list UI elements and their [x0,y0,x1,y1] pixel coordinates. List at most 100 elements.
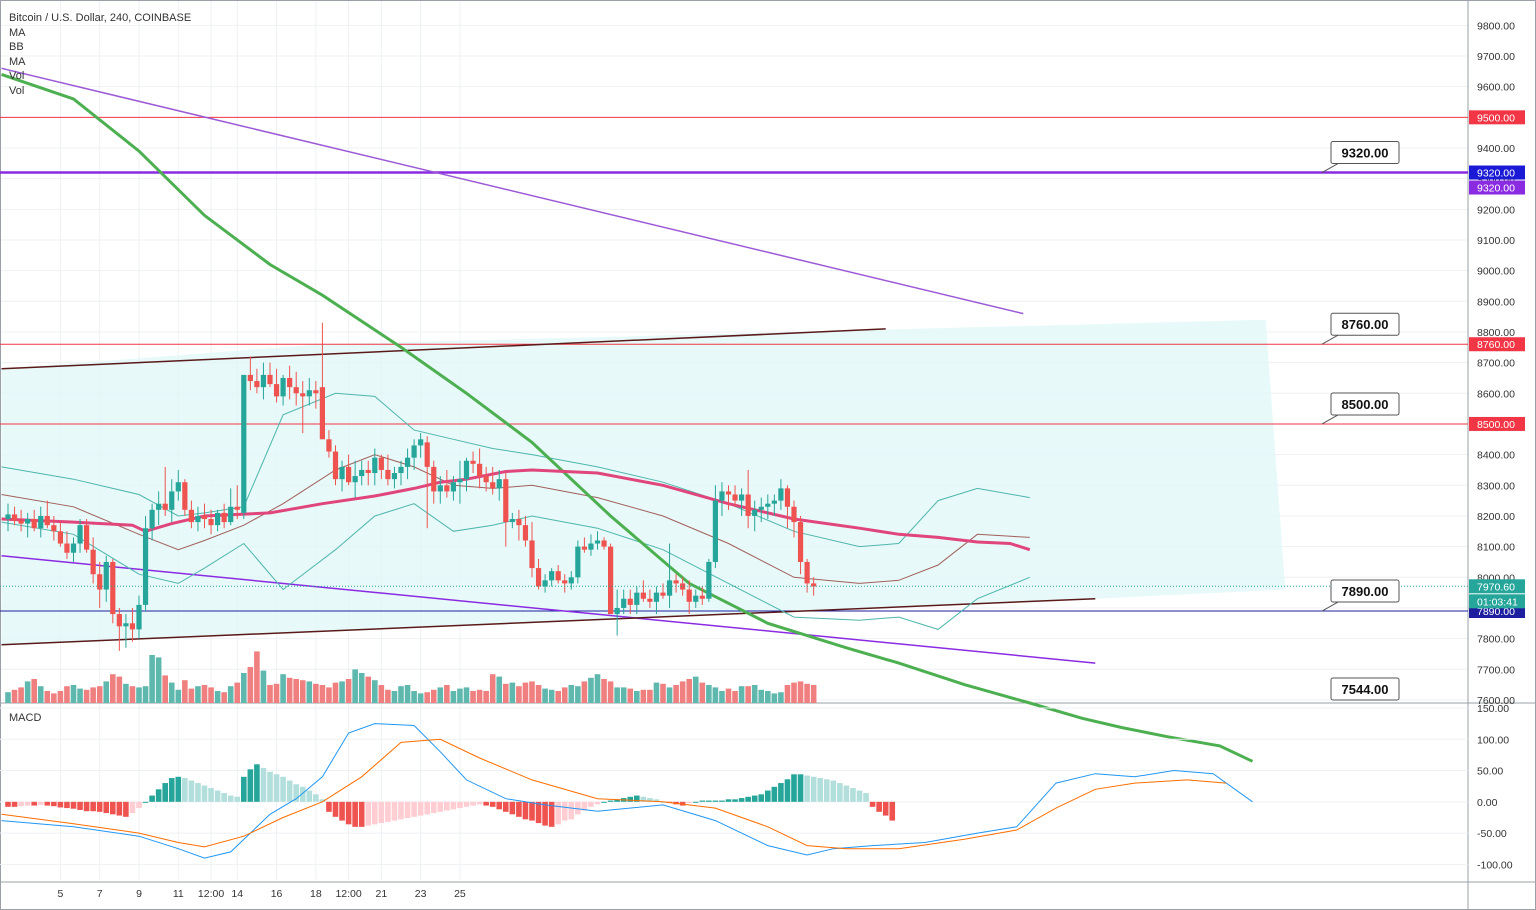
macd-histogram-bar [378,801,385,824]
macd-histogram-bar [882,801,889,816]
macd-histogram-bar [614,799,620,802]
volume-bar [90,687,96,703]
macd-histogram-bar [791,774,797,802]
volume-bar [227,686,234,703]
volume-bar [221,692,227,703]
candle-body [142,528,149,605]
volume-bar [83,689,90,703]
candle-body [431,466,437,492]
volume-bar [24,681,31,703]
level-tag-7890.00: 7890.00 [1477,606,1515,618]
candle-body [549,571,555,581]
volume-bar [326,687,332,703]
volume-bar [182,680,188,703]
volume-bar [522,682,529,703]
candle-body [326,439,332,452]
volume-bar [660,683,666,703]
candle-body [608,546,614,615]
candle-body [732,494,738,501]
x-tick-label: 5 [57,888,63,900]
candle-body [614,607,620,615]
candle-body [634,592,640,605]
x-axis-labels: 5 7 9 11 12:00 14 16 18 12:00 21 23 25 [57,888,465,900]
legend-indicator-vol[interactable]: Vol [9,70,25,82]
volume-bar [725,688,732,703]
candle-body [241,374,247,513]
macd-tick-label: 0.00 [1477,797,1498,809]
volume-bar [686,679,692,703]
macd-tick-label: -50.00 [1477,828,1507,840]
callout-9320.00-pointer [1321,163,1339,173]
candle-body [627,598,633,605]
macd-histogram-bar [483,801,489,806]
macd-histogram-bar [162,783,168,802]
x-tick-label: 11 [173,888,184,900]
legend-indicator-ma[interactable]: MA [9,26,26,39]
candle-body [516,519,522,526]
macd-histogram-bar [634,795,640,802]
y-tick-label: 9200.00 [1477,204,1515,216]
volume-bar [201,685,208,703]
candle-body [385,469,391,480]
countdown-tag: 01:03:41 [1477,596,1518,608]
candle-body [254,381,260,388]
candle-body [391,473,398,480]
candle-body [660,592,666,596]
candle-body [496,479,502,489]
volume-bar [31,679,37,703]
macd-histogram-bar [437,801,444,812]
volume-bar [136,687,142,703]
volume-bar [273,683,280,703]
macd-histogram-bar [758,794,765,802]
candle-body [267,374,273,385]
y-tick-label: 8700.00 [1477,358,1515,370]
macd-histogram-bar [358,801,365,827]
legend-indicator-bb[interactable]: BB [9,41,24,53]
macd-histogram-bar [267,771,273,802]
x-tick-label: 9 [136,888,142,900]
volume-bar [391,691,398,703]
macd-pane-label[interactable]: MACD [9,712,42,724]
macd-histogram-bar [227,795,234,802]
candle-body [129,623,136,630]
bb-lower [1,503,1030,630]
legend-indicator-ma-2[interactable]: MA [9,55,26,68]
volume-bar [430,689,437,703]
macd-histogram-bar [686,801,692,804]
macd-histogram-bar [155,789,162,802]
horizontal-levels [0,116,1468,612]
volume-bar [535,685,542,703]
macd-tick-label: 150.00 [1477,703,1509,715]
countdown-tag-bg [1469,594,1525,609]
candle-body [725,491,732,495]
macd-histogram-bar [64,801,70,809]
channel-upper-line [1,328,886,370]
channel-lower-line [1,597,1096,646]
x-tick-label: 16 [271,888,283,900]
volume-bar [555,691,561,703]
macd-histogram-bar [732,799,738,802]
candle-body [529,540,535,569]
y-tick-label: 8400.00 [1477,450,1515,462]
legend-indicator-vol-2[interactable]: Vol [9,84,25,97]
candle-body [784,488,791,507]
volume-bars [5,651,817,703]
volume-bar [103,681,110,703]
volume-bar [771,693,778,703]
macd-histogram-bar [70,801,77,809]
volume-bar [411,691,417,703]
macd-histogram-bar [110,801,116,815]
price-tags: 9500.00 9320.00 8760.00 8500.00 7890.00 9320.… [1469,110,1525,619]
last-price-tag-bg [1469,579,1525,594]
volume-bar [70,685,77,703]
macd-histogram-bar [778,783,784,802]
macd-histogram-bar [575,801,581,815]
candle-body [444,485,450,492]
volume-bar [77,688,83,703]
candle-body [97,574,103,590]
candle-body [739,494,745,501]
candle-body [470,460,476,464]
candle-body [765,503,771,507]
macd-histogram-bar [31,801,37,806]
